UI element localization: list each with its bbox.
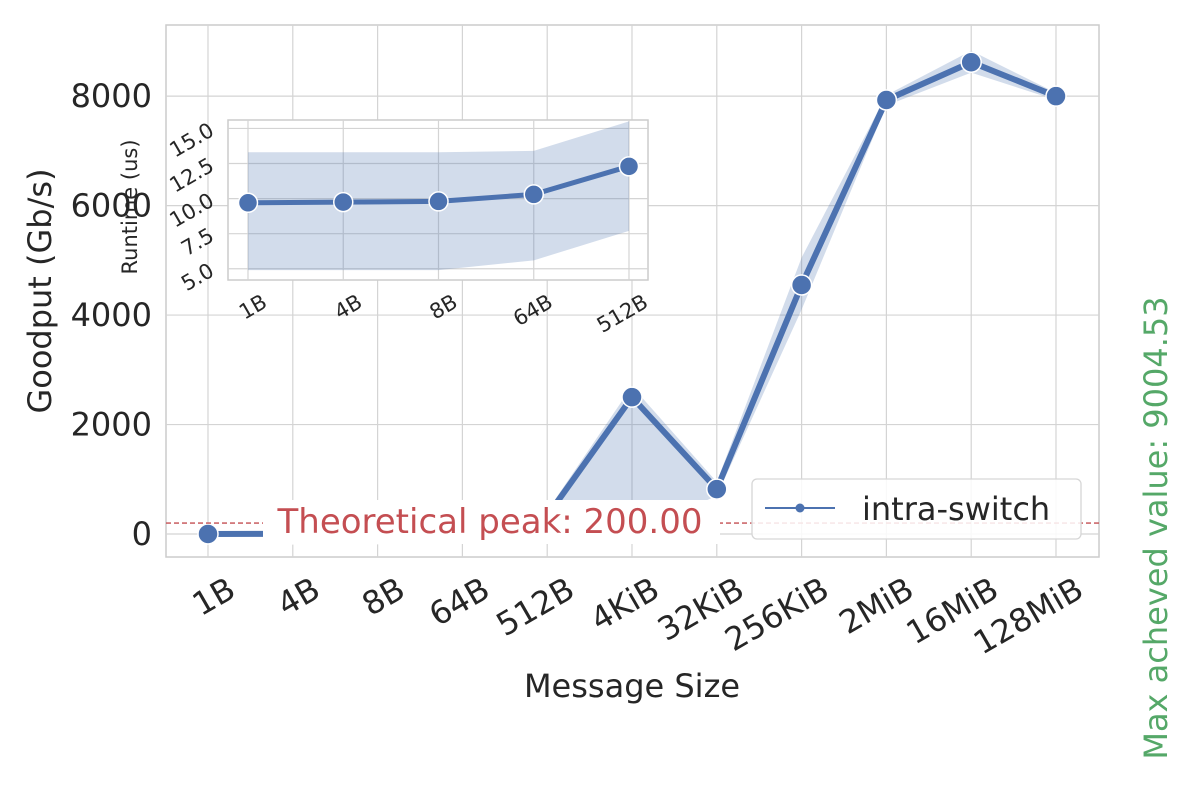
legend-label: intra-switch bbox=[862, 490, 1050, 528]
x-tick-label: 4B bbox=[271, 570, 327, 624]
y-tick-label: 6000 bbox=[71, 187, 152, 225]
legend-box bbox=[751, 478, 1082, 540]
inset-y-axis-title: Runtime (us) bbox=[118, 139, 142, 274]
x-axis-title: Message Size bbox=[524, 667, 740, 705]
inset-data-point bbox=[428, 191, 449, 212]
data-point bbox=[875, 89, 898, 111]
y-axis-title: Goodput (Gb/s) bbox=[21, 168, 59, 413]
max-value-note: Max acheved value: 9004.53 bbox=[1137, 296, 1175, 759]
series-confidence-band bbox=[208, 50, 1056, 535]
inset-data-point bbox=[523, 184, 544, 205]
inset-data-point bbox=[237, 192, 259, 214]
reference-label-background bbox=[263, 500, 720, 544]
inset-data-point bbox=[618, 156, 640, 177]
x-tick-label: 64B bbox=[423, 570, 496, 634]
data-point bbox=[960, 51, 982, 73]
y-tick-label: 8000 bbox=[71, 77, 152, 115]
y-tick-label: 2000 bbox=[71, 406, 152, 444]
data-point bbox=[706, 478, 728, 500]
x-tick-label: 512B bbox=[490, 570, 581, 644]
legend-marker bbox=[795, 503, 805, 513]
reference-label: Theoretical peak: 200.00 bbox=[277, 502, 703, 542]
data-point bbox=[790, 274, 813, 296]
y-tick-label: 4000 bbox=[71, 296, 152, 334]
inset-data-point bbox=[333, 191, 354, 213]
data-point bbox=[621, 386, 643, 408]
x-tick-label: 1B bbox=[186, 570, 242, 624]
data-point bbox=[1045, 85, 1067, 107]
x-tick-label: 4KiB bbox=[584, 570, 666, 639]
data-point bbox=[197, 523, 219, 545]
x-tick-label: 8B bbox=[355, 570, 411, 624]
y-tick-label: 0 bbox=[132, 515, 152, 553]
